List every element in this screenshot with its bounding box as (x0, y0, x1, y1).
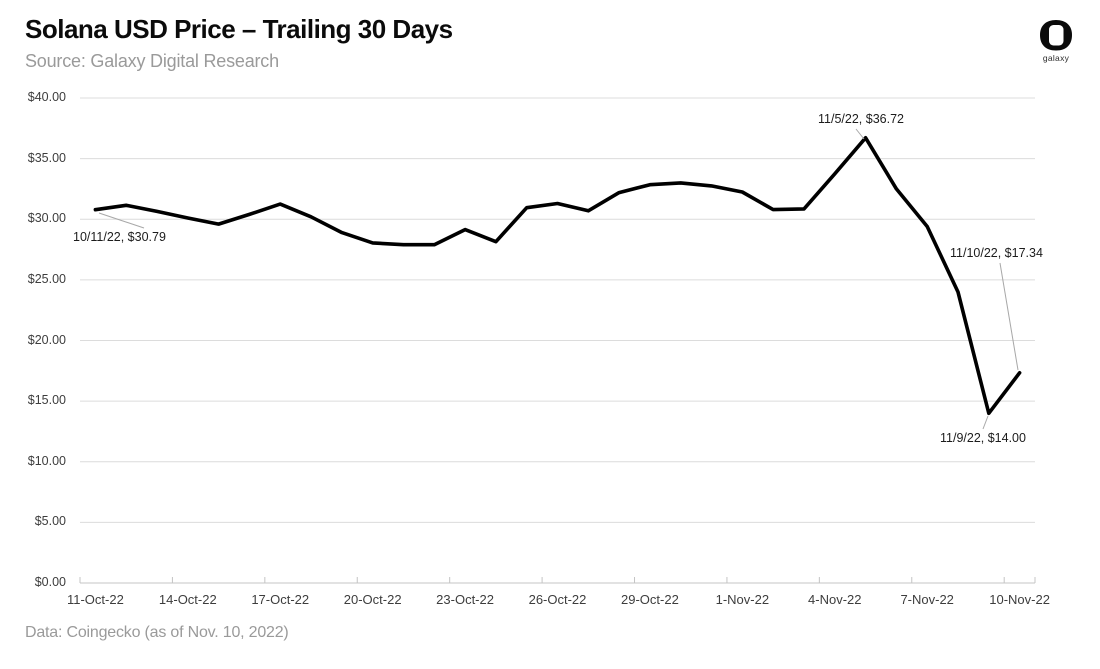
annotation-leader-line (98, 212, 145, 229)
y-axis-label: $25.00 (27, 271, 66, 286)
x-axis-label: 23-Oct-22 (436, 592, 494, 607)
y-axis-label: $0.00 (34, 575, 66, 589)
x-axis-label: 4-Nov-22 (808, 592, 862, 607)
x-axis-label: 14-Oct-22 (158, 592, 217, 607)
y-axis-label: $35.00 (27, 150, 66, 165)
galaxy-logo-icon (1039, 20, 1073, 51)
data-annotation: 11/10/22, $17.34 (950, 246, 1043, 260)
data-annotation: 11/9/22, $14.00 (940, 431, 1026, 445)
annotation-leader-line (855, 128, 865, 140)
y-axis-label: $5.00 (34, 514, 66, 529)
chart-footer: Data: Coingecko (as of Nov. 10, 2022) (25, 624, 289, 641)
chart-title: Solana USD Price – Trailing 30 Days (25, 14, 453, 44)
x-axis-label: 26-Oct-22 (528, 592, 587, 607)
price-line (93, 136, 1022, 416)
x-axis-label: 1-Nov-22 (715, 592, 770, 607)
y-axis-label: $40.00 (27, 90, 66, 104)
chart-subtitle: Source: Galaxy Digital Research (25, 51, 279, 71)
x-axis-label: 20-Oct-22 (343, 592, 402, 607)
y-axis-label: $30.00 (27, 211, 66, 226)
y-axis-label: $20.00 (27, 332, 66, 347)
annotation-leader-line (982, 415, 989, 430)
y-axis-label: $15.00 (27, 393, 66, 408)
x-axis-label: 7-Nov-22 (900, 592, 954, 607)
x-axis-label: 10-Nov-22 (989, 592, 1050, 607)
x-axis-label: 11-Oct-22 (66, 592, 124, 607)
annotation-leader-line (999, 262, 1019, 371)
data-annotation: 10/11/22, $30.79 (73, 230, 166, 244)
x-axis-label: 29-Oct-22 (621, 592, 679, 607)
y-axis-label: $10.00 (27, 453, 66, 468)
galaxy-logo: galaxy (1034, 20, 1078, 63)
galaxy-logo-text: galaxy (1042, 53, 1070, 63)
x-axis-label: 17-Oct-22 (251, 592, 310, 607)
data-annotation: 11/5/22, $36.72 (818, 112, 904, 126)
